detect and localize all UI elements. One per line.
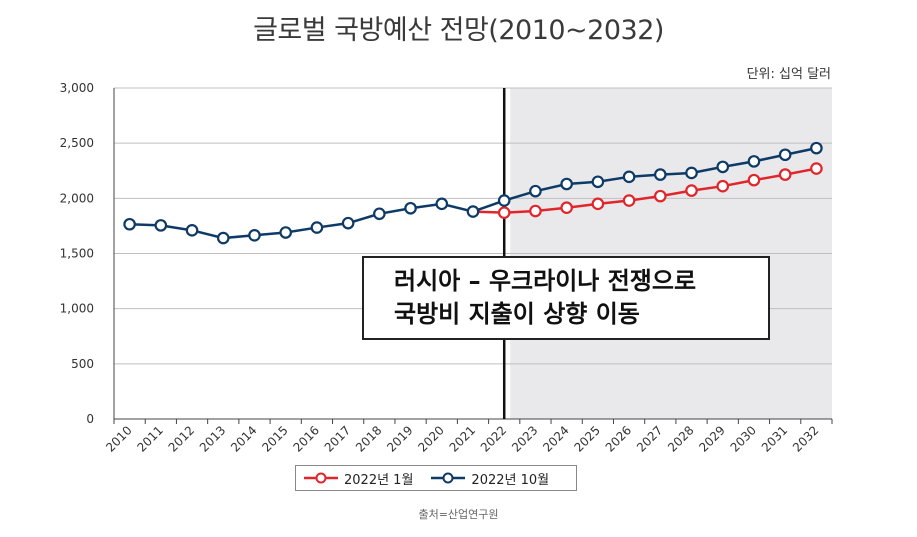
data-point-1 [810, 141, 823, 155]
x-tick-label: 2022 [478, 423, 509, 454]
source-note: 출처=산업연구원 [418, 508, 499, 521]
data-point-0 [716, 179, 730, 193]
data-point-0 [622, 194, 636, 207]
data-point-1 [622, 170, 636, 184]
data-point-0 [685, 184, 698, 197]
data-point-1 [435, 197, 449, 211]
data-point-0 [529, 204, 542, 218]
x-tick-label: 2029 [696, 423, 727, 454]
data-point-0 [591, 197, 605, 211]
data-point-1 [497, 194, 511, 207]
data-point-1 [185, 224, 199, 237]
data-point-1 [560, 177, 573, 191]
x-tick-label: 2019 [384, 423, 415, 454]
y-tick-label: 1,500 [60, 247, 94, 261]
data-point-1 [716, 160, 730, 174]
x-tick-label: 2018 [353, 423, 384, 454]
data-point-1 [654, 168, 667, 181]
y-tick-label: 3,000 [60, 81, 94, 95]
data-point-1 [778, 148, 792, 162]
data-point-1 [279, 226, 292, 239]
data-point-1 [529, 184, 542, 198]
data-point-1 [747, 155, 761, 168]
y-tick-label: 500 [71, 357, 94, 371]
y-tick-label: 2,500 [60, 136, 94, 150]
x-tick-label: 2032 [790, 423, 821, 454]
x-tick-label: 2027 [634, 423, 665, 454]
legend-label-jan: 2022년 1월 [344, 472, 414, 488]
legend-swatch-oct [431, 472, 466, 484]
x-tick-label: 2021 [447, 423, 478, 454]
data-point-0 [497, 206, 511, 219]
x-tick-label: 2010 [103, 423, 134, 454]
x-tick-label: 2024 [540, 423, 571, 454]
data-point-1 [154, 219, 168, 232]
annotation-line-2: 국방비 지출이 상향 이동 [394, 300, 640, 328]
y-tick-label: 1,000 [60, 302, 94, 316]
data-point-0 [810, 162, 823, 175]
data-point-1 [591, 175, 605, 189]
legend-item-jan: 2022년 1월 [304, 469, 413, 488]
x-tick-label: 2016 [291, 423, 322, 454]
data-point-1 [310, 221, 324, 234]
x-tick-label: 2013 [197, 423, 228, 454]
unit-label: 단위: 십억 달러 [746, 67, 831, 82]
x-tick-label: 2014 [228, 423, 259, 454]
data-point-1 [216, 231, 230, 245]
x-tick-label: 2026 [603, 423, 634, 454]
data-point-1 [404, 201, 417, 215]
data-point-1 [248, 228, 261, 242]
data-point-1 [373, 207, 386, 221]
legend: 2022년 1월 2022년 10월 [295, 465, 577, 491]
x-tick-label: 2030 [728, 423, 759, 454]
data-point-0 [560, 201, 573, 215]
x-tick-label: 2025 [571, 423, 602, 454]
legend-label-oct: 2022년 10월 [471, 472, 550, 488]
x-tick-label: 2012 [166, 423, 197, 454]
data-point-0 [778, 168, 792, 181]
x-tick-label: 2015 [259, 423, 290, 454]
x-tick-label: 2028 [665, 423, 696, 454]
x-tick-label: 2011 [134, 423, 165, 454]
y-tick-label: 2,000 [60, 191, 94, 205]
chart-title: 글로벌 국방예산 전망(2010~2032) [253, 15, 664, 46]
data-point-1 [466, 205, 480, 218]
x-tick-label: 2020 [415, 423, 446, 454]
data-point-0 [654, 189, 667, 203]
x-tick-label: 2017 [322, 423, 353, 454]
legend-item-oct: 2022년 10월 [431, 469, 549, 488]
data-point-0 [747, 173, 761, 187]
y-tick-label: 0 [86, 412, 94, 426]
data-point-1 [685, 166, 698, 180]
legend-swatch-jan [304, 472, 338, 484]
x-tick-label: 2023 [509, 423, 540, 454]
x-tick-label: 2031 [759, 423, 790, 454]
data-point-1 [341, 216, 355, 230]
data-point-1 [123, 217, 136, 231]
annotation-line-1: 러시아 – 우크라이나 전쟁으로 [394, 267, 697, 295]
annotation-box: 러시아 – 우크라이나 전쟁으로 국방비 지출이 상향 이동 [362, 256, 770, 340]
